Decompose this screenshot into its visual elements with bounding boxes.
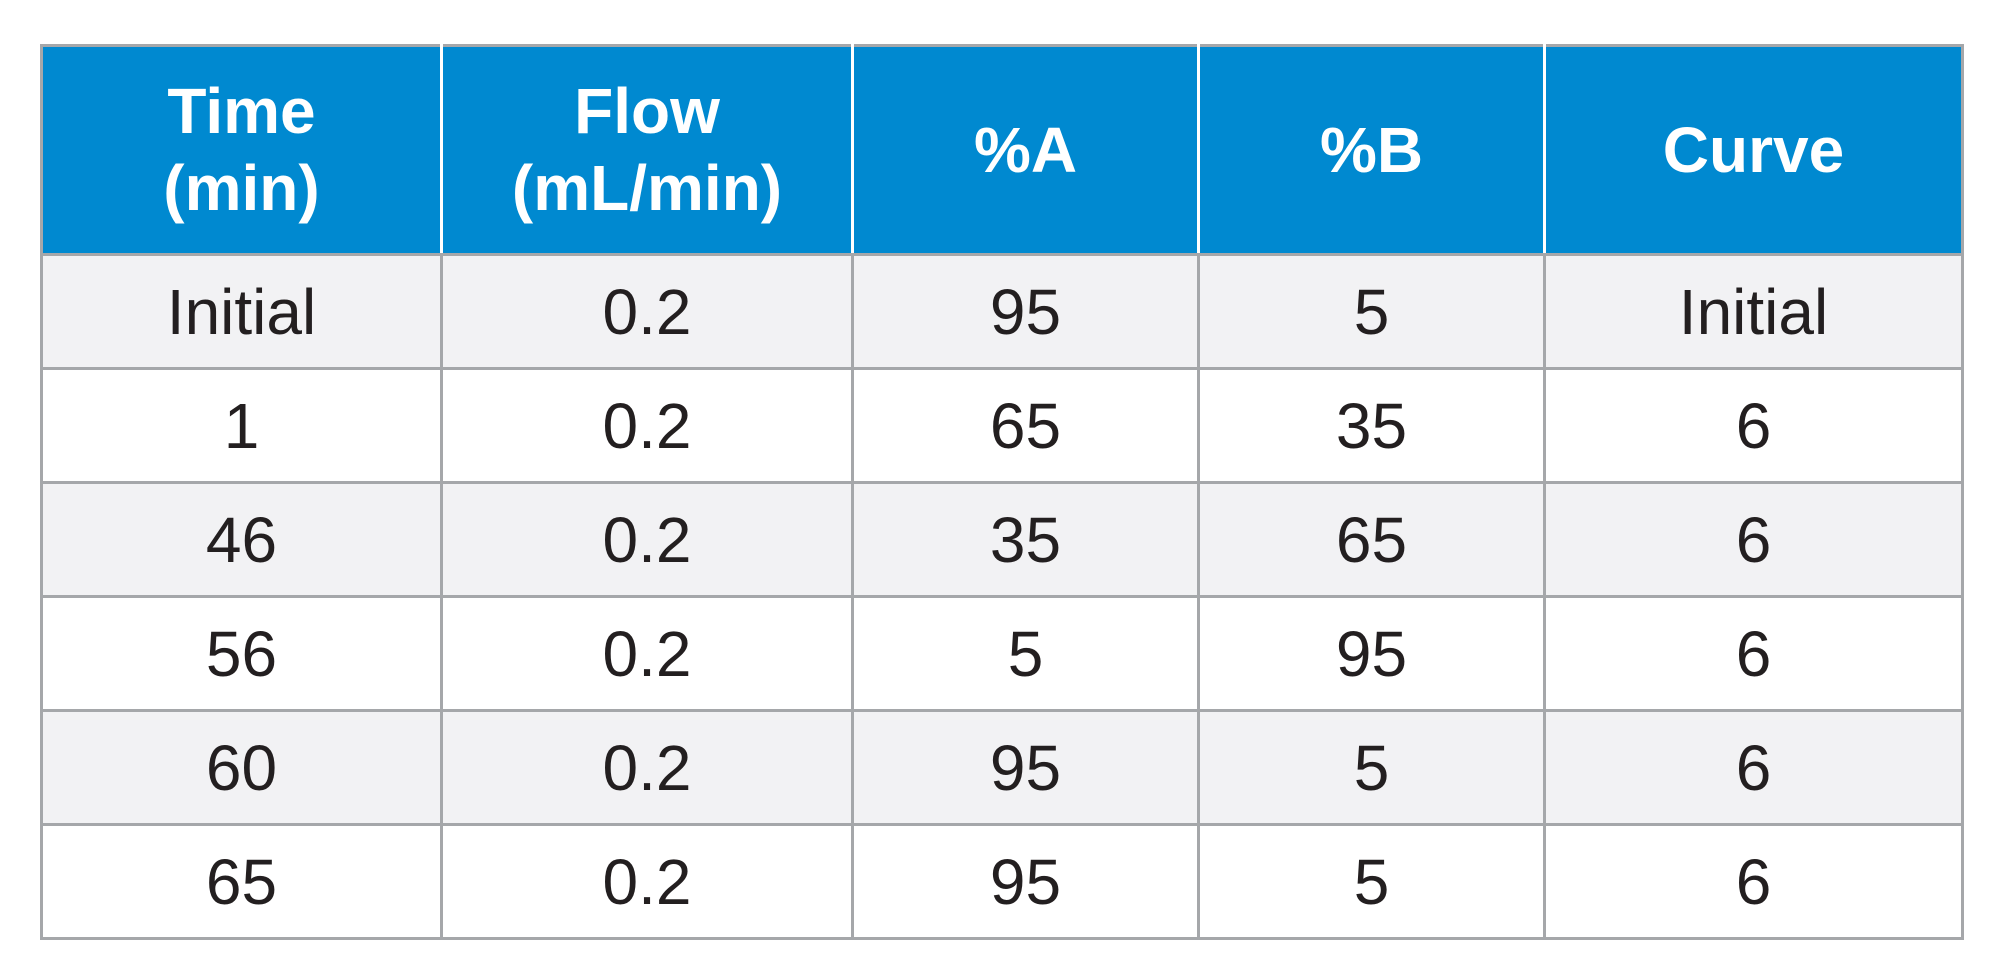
cell-time: 56 <box>40 595 443 712</box>
gradient-table-container: Time (min) Flow (mL/min) %A %B Curve <box>40 44 1964 940</box>
cell-flow: 0.2 <box>440 481 854 598</box>
header-time-label: Time <box>167 75 316 148</box>
header-percent-a: %A <box>851 44 1200 256</box>
cell-percent-a: 95 <box>851 823 1200 940</box>
cell-time: 46 <box>40 481 443 598</box>
header-time: Time (min) <box>40 44 443 256</box>
header-curve: Curve <box>1543 44 1964 256</box>
cell-time: Initial <box>40 253 443 370</box>
table-header-row: Time (min) Flow (mL/min) %A %B Curve <box>40 44 1964 256</box>
cell-percent-a: 95 <box>851 709 1200 826</box>
cell-percent-b: 5 <box>1197 253 1546 370</box>
cell-flow: 0.2 <box>440 823 854 940</box>
header-percent-a-label: %A <box>973 113 1078 186</box>
cell-flow: 0.2 <box>440 595 854 712</box>
cell-flow: 0.2 <box>440 709 854 826</box>
cell-percent-b: 5 <box>1197 823 1546 940</box>
cell-time: 1 <box>40 367 443 484</box>
table-row: 46 0.2 35 65 6 <box>40 481 1964 598</box>
cell-percent-a: 65 <box>851 367 1200 484</box>
cell-percent-b: 65 <box>1197 481 1546 598</box>
cell-flow: 0.2 <box>440 253 854 370</box>
cell-curve: 6 <box>1543 367 1964 484</box>
header-flow-unit: (mL/min) <box>511 152 783 224</box>
cell-percent-b: 35 <box>1197 367 1546 484</box>
cell-percent-a: 5 <box>851 595 1200 712</box>
cell-percent-b: 5 <box>1197 709 1546 826</box>
header-percent-b: %B <box>1197 44 1546 256</box>
cell-curve: 6 <box>1543 823 1964 940</box>
table-row: Initial 0.2 95 5 Initial <box>40 253 1964 370</box>
gradient-table: Time (min) Flow (mL/min) %A %B Curve <box>40 44 1964 940</box>
header-time-unit: (min) <box>163 152 320 224</box>
cell-flow: 0.2 <box>440 367 854 484</box>
cell-time: 60 <box>40 709 443 826</box>
cell-curve: 6 <box>1543 595 1964 712</box>
table-row: 65 0.2 95 5 6 <box>40 823 1964 940</box>
header-flow: Flow (mL/min) <box>440 44 854 256</box>
header-percent-b-label: %B <box>1319 113 1424 186</box>
cell-percent-a: 35 <box>851 481 1200 598</box>
cell-curve: 6 <box>1543 481 1964 598</box>
table-row: 56 0.2 5 95 6 <box>40 595 1964 712</box>
header-curve-label: Curve <box>1662 113 1845 186</box>
cell-curve: Initial <box>1543 253 1964 370</box>
cell-percent-b: 95 <box>1197 595 1546 712</box>
header-flow-label: Flow <box>574 75 720 148</box>
cell-percent-a: 95 <box>851 253 1200 370</box>
cell-time: 65 <box>40 823 443 940</box>
table-row: 1 0.2 65 35 6 <box>40 367 1964 484</box>
cell-curve: 6 <box>1543 709 1964 826</box>
table-row: 60 0.2 95 5 6 <box>40 709 1964 826</box>
